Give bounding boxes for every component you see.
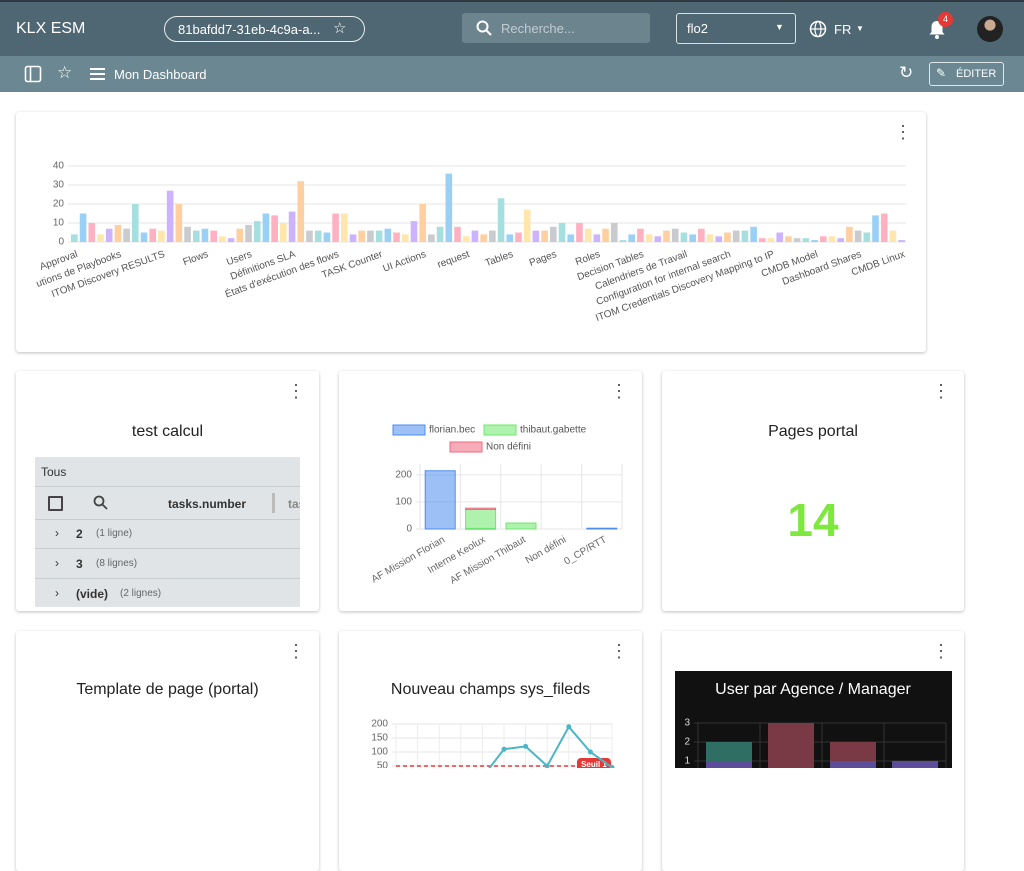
table-filter[interactable]: Tous [41,465,67,479]
widget-card: ⋮ [16,112,926,352]
widget-title: Nouveau champs sys_fileds [390,681,591,698]
expand-chevron[interactable]: › [55,586,59,600]
refresh-icon[interactable]: ↻ [899,63,914,82]
language-select[interactable]: FR ▼ [809,19,867,39]
widget-menu[interactable]: ⋮ [610,641,628,661]
dashboard-title: Mon Dashboard [114,67,207,82]
app-header: KLX ESM 81bafdd7-31eb-4c9a-a... ☆ Recher… [0,0,1024,56]
toolbar: ☆ Mon Dashboard ↻ ✎ ÉDITER [0,56,1024,92]
record-pill[interactable]: 81bafdd7-31eb-4c9a-a... ☆ [164,16,365,42]
pencil-icon: ✎ [936,66,947,80]
widget-menu[interactable]: ⋮ [932,641,950,661]
group-row[interactable]: › (vide) (2 lignes) [35,579,300,607]
grouped-table: Tous tasks.number tas › 2 (1 ligne) › 3 (8 l… [35,457,300,607]
page: KLX ESM 81bafdd7-31eb-4c9a-a... ☆ Recher… [0,0,1024,768]
edit-button[interactable]: ✎ ÉDITER [929,62,1004,86]
widget-menu[interactable]: ⋮ [287,641,305,661]
group-key: (vide) [76,587,109,601]
widget-title: Template de page (portal) [76,681,259,698]
group-key: 2 [76,527,83,541]
column-header[interactable]: tas [288,497,300,511]
expand-chevron[interactable]: › [55,556,59,570]
globe-icon [809,20,827,38]
edit-label: ÉDITER [956,68,997,80]
group-row[interactable]: › 2 (1 ligne) [35,519,300,549]
group-key: 3 [76,557,83,571]
caret: ▼ [775,22,784,32]
widget-menu[interactable]: ⋮ [610,381,628,401]
record-id: 81bafdd7-31eb-4c9a-a... [178,22,321,37]
favorite-icon[interactable]: ☆ [57,63,73,82]
table-header: tasks.number tas [35,486,300,520]
widget-card: ⋮ Nouveau champs sys_fileds [339,631,642,871]
column-header[interactable]: tasks.number [168,497,247,511]
widget-title: test calcul [131,423,204,440]
widget-card: ⋮ [339,371,642,611]
group-row[interactable]: › 3 (8 lignes) [35,549,300,579]
widget-menu[interactable]: ⋮ [894,122,912,142]
notification-badge: 4 [938,12,953,27]
widget-card: ⋮ Pages portal 14 [662,371,964,611]
kpi-value: 14 [787,494,839,546]
star-icon[interactable]: ☆ [333,20,347,37]
user-avatar[interactable] [977,16,1003,42]
search-icon [476,20,492,36]
widget-menu[interactable]: ⋮ [932,381,950,401]
language-value: FR [834,22,852,37]
group-count: (8 lignes) [96,558,138,569]
search-placeholder: Recherche... [501,21,575,36]
menu-icon[interactable] [90,67,106,81]
widget-title: Pages portal [768,423,858,440]
instance-value: flo2 [687,21,708,36]
instance-select[interactable]: flo2 ▼ [676,13,796,44]
group-count: (1 ligne) [96,528,133,539]
search-box[interactable]: Recherche... [462,13,650,43]
expand-chevron[interactable]: › [55,526,59,540]
sidebar-icon[interactable] [24,65,42,83]
widget-card: ⋮ [662,631,964,871]
group-count: (2 lignes) [120,588,162,599]
widget-menu[interactable]: ⋮ [287,381,305,401]
column-divider [272,493,275,513]
column-search-icon[interactable] [93,495,108,510]
widget-card: ⋮ Template de page (portal) [16,631,319,871]
app-title[interactable]: KLX ESM [16,20,86,37]
select-all-checkbox[interactable] [48,496,63,511]
caret: ▼ [856,24,864,33]
widget-card: ⋮ test calcul Tous tasks.number tas › 2 (1… [16,371,319,611]
